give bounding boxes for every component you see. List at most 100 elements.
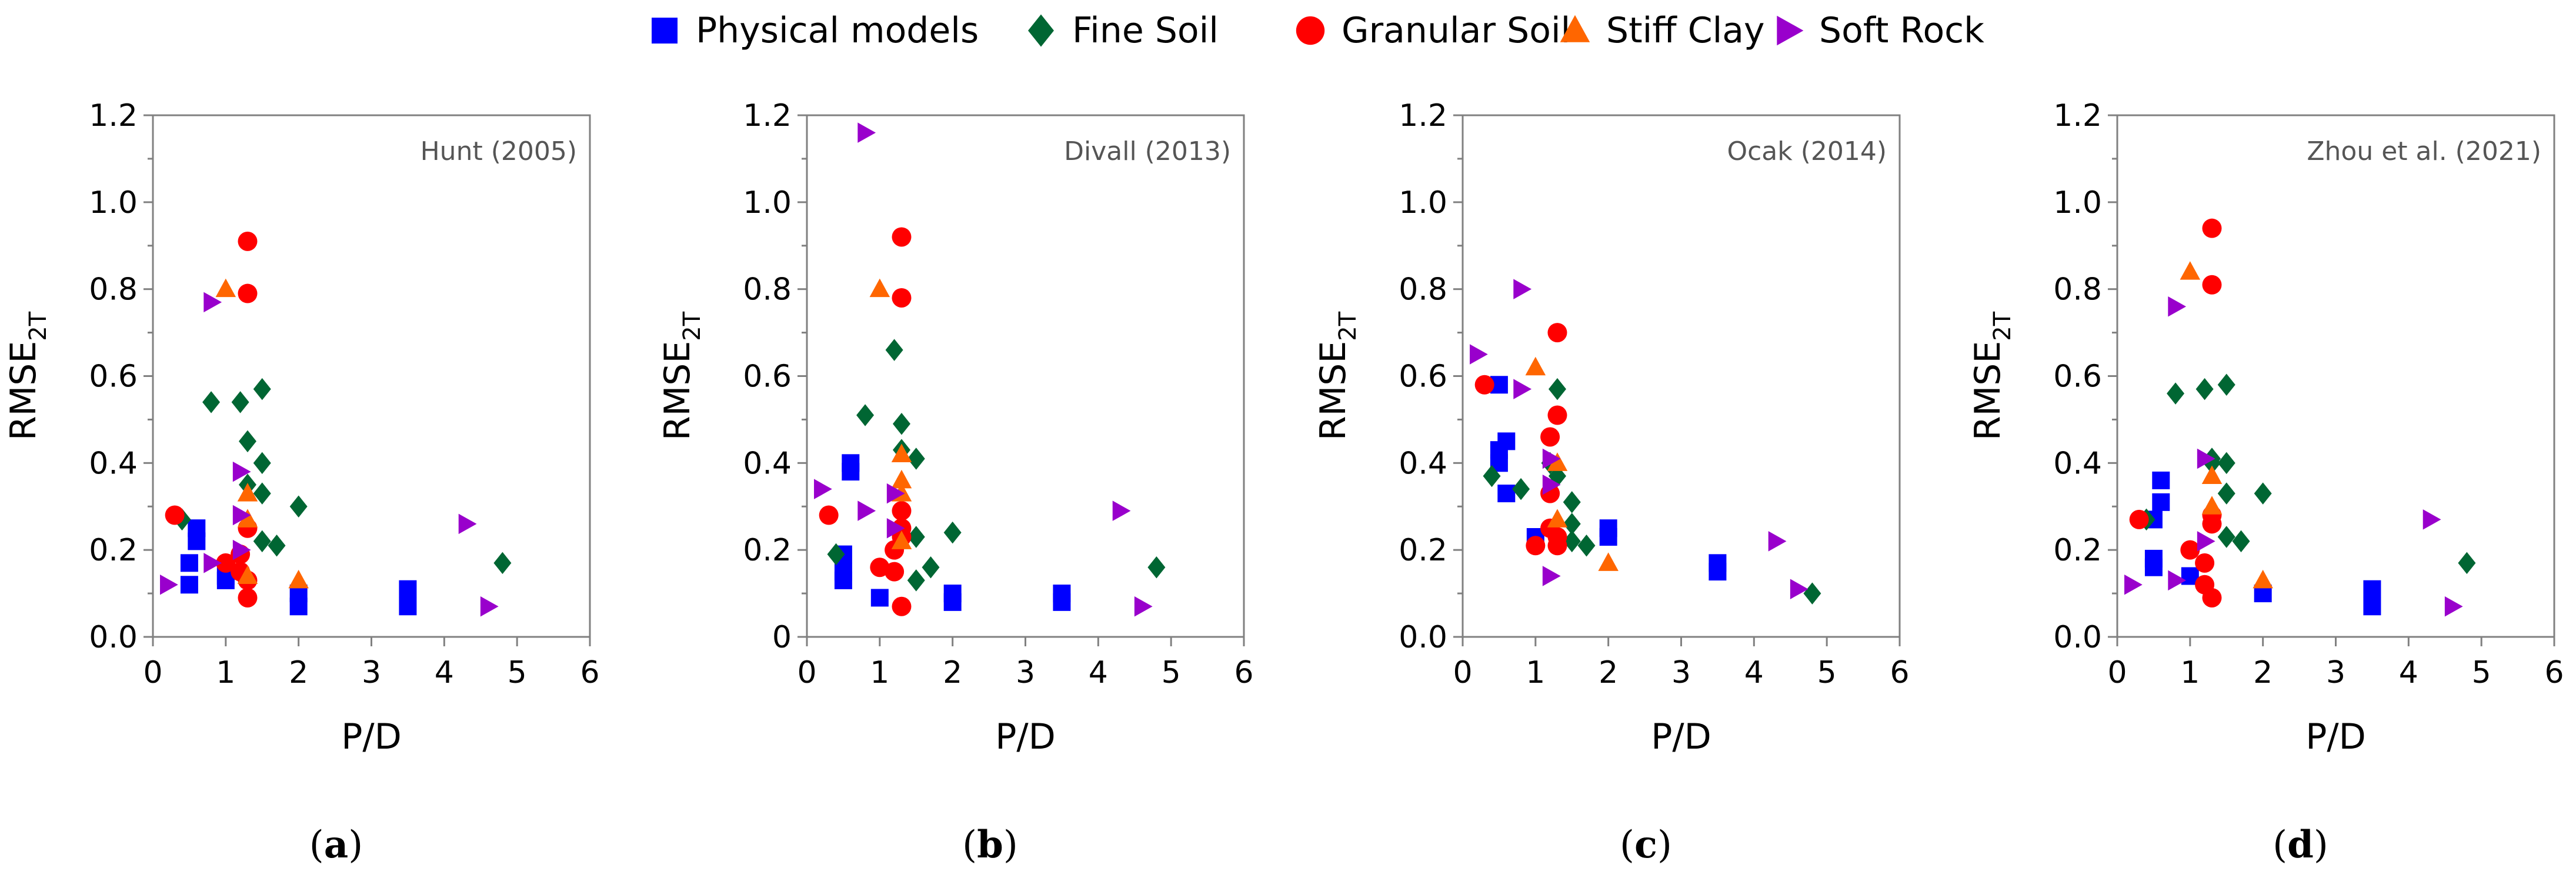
data-point	[870, 557, 890, 577]
x-tick-label: 4	[2399, 655, 2418, 690]
data-point	[253, 530, 271, 553]
data-point	[1768, 531, 1787, 552]
data-point	[1563, 513, 1581, 535]
data-point	[2201, 496, 2223, 515]
y-tick-label: 0.2	[743, 533, 792, 568]
data-point	[885, 339, 903, 361]
data-point	[1513, 379, 1532, 399]
legend-marker-circle	[1296, 16, 1325, 45]
x-tick-label: 6	[1234, 655, 1253, 690]
panels: 0.00.20.40.60.81.01.20 1 2 3 4 5 6P/DRMSE2THun…	[3, 98, 2564, 867]
y-tick-label: 0.2	[1399, 533, 1447, 568]
data-point	[922, 556, 940, 579]
data-point	[1790, 579, 1808, 599]
data-point	[268, 535, 286, 557]
data-point	[891, 443, 912, 463]
data-point	[2202, 275, 2222, 295]
data-point	[203, 292, 222, 313]
data-point	[2254, 482, 2272, 505]
data-point	[480, 596, 499, 617]
x-tick-label: 2	[2253, 655, 2273, 690]
y-axis-title-subscript: 2T	[1989, 311, 2016, 340]
data-point	[289, 495, 308, 518]
plot-area	[2116, 114, 2555, 638]
data-point	[814, 479, 832, 499]
series-physical-models	[180, 519, 417, 616]
plot-area	[1461, 114, 1901, 638]
data-point	[493, 552, 512, 575]
data-point	[2195, 378, 2214, 400]
data-point	[1542, 475, 1561, 495]
series-soft-rock	[814, 122, 1153, 617]
data-point	[2201, 465, 2223, 485]
series-stiff-clay	[215, 278, 309, 589]
legend: Physical models Fine Soil Granular Soil Sti…	[652, 10, 1984, 51]
data-point	[1053, 593, 1071, 611]
legend-item: Fine Soil	[1028, 10, 1219, 51]
data-point	[2363, 580, 2381, 598]
data-point	[1525, 356, 1546, 376]
data-point	[160, 575, 178, 595]
y-tick-label: 0.2	[2053, 533, 2102, 568]
series-stiff-clay	[2180, 261, 2273, 589]
data-point	[892, 596, 912, 616]
x-tick-label: 3	[362, 655, 381, 690]
y-tick-label: 1.0	[89, 185, 138, 221]
y-tick-label: 1.2	[743, 98, 792, 133]
panel-title: Zhou et al. (2021)	[2307, 136, 2541, 166]
panel-label-close: )	[1003, 823, 1018, 867]
panel-label: (b)	[962, 823, 1018, 867]
data-point	[1547, 452, 1568, 471]
legend-marker-triangle-right	[1777, 15, 1804, 46]
panel-label-letter: a	[324, 823, 348, 867]
data-point	[1547, 323, 1567, 343]
x-axis-title: P/D	[1651, 716, 1711, 757]
y-tick-label: 1.2	[89, 98, 138, 133]
data-point	[2217, 452, 2235, 475]
panel-label-close: )	[1657, 823, 1672, 867]
data-point	[1513, 279, 1532, 299]
x-tick-label: 1	[1526, 655, 1545, 690]
data-point	[216, 553, 236, 573]
data-point	[892, 413, 910, 435]
y-tick-label: 1.0	[743, 185, 792, 221]
x-axis-title: P/D	[341, 716, 402, 757]
chart-panel: 0 0.2 0.4 0.6 0.8 1.0 1.2 0 1 2 3 4 5 6 P/D RMSE2T Dival…	[657, 98, 1254, 867]
data-point	[237, 509, 258, 528]
data-point	[203, 553, 222, 573]
data-point	[1134, 596, 1153, 617]
data-point	[1474, 375, 1494, 395]
data-point	[1542, 566, 1561, 586]
chart-panel: 0.0 0.2 0.4 0.6 0.8 1.0 1.2 0 1 2 3 4 5 6 P/D RMSE2T Oca…	[1313, 98, 1910, 867]
data-point	[165, 505, 185, 525]
data-point	[892, 227, 912, 247]
data-point	[1598, 552, 1619, 571]
data-point	[885, 562, 905, 582]
data-point	[2197, 448, 2215, 469]
x-tick-label: 4	[1744, 655, 1764, 690]
data-point	[1547, 536, 1567, 556]
series-soft-rock	[160, 292, 499, 617]
panel-title: Hunt (2005)	[421, 136, 577, 166]
x-axis-title: P/D	[995, 716, 1056, 757]
data-point	[2202, 514, 2222, 534]
panel-label-open: (	[1620, 823, 1634, 867]
data-point	[1547, 509, 1568, 528]
series-fine-soil	[173, 378, 512, 575]
y-tick-label: 0.2	[89, 533, 138, 568]
y-tick-label: 0	[772, 620, 792, 655]
data-point	[1599, 528, 1617, 546]
y-axis-title-main: RMSE	[657, 341, 698, 440]
y-axis-title: RMSE2T	[657, 311, 706, 440]
data-point	[2202, 587, 2222, 607]
data-point	[892, 288, 912, 308]
data-point	[1497, 432, 1516, 450]
panel-label: (c)	[1620, 823, 1672, 867]
data-point	[856, 404, 875, 426]
x-tick-label: 6	[2544, 655, 2564, 690]
data-point	[2197, 531, 2215, 552]
data-point	[2144, 558, 2163, 576]
y-axis-title-main: RMSE	[1967, 341, 2008, 440]
series-granular-soil	[2129, 218, 2222, 607]
data-point	[886, 483, 905, 504]
